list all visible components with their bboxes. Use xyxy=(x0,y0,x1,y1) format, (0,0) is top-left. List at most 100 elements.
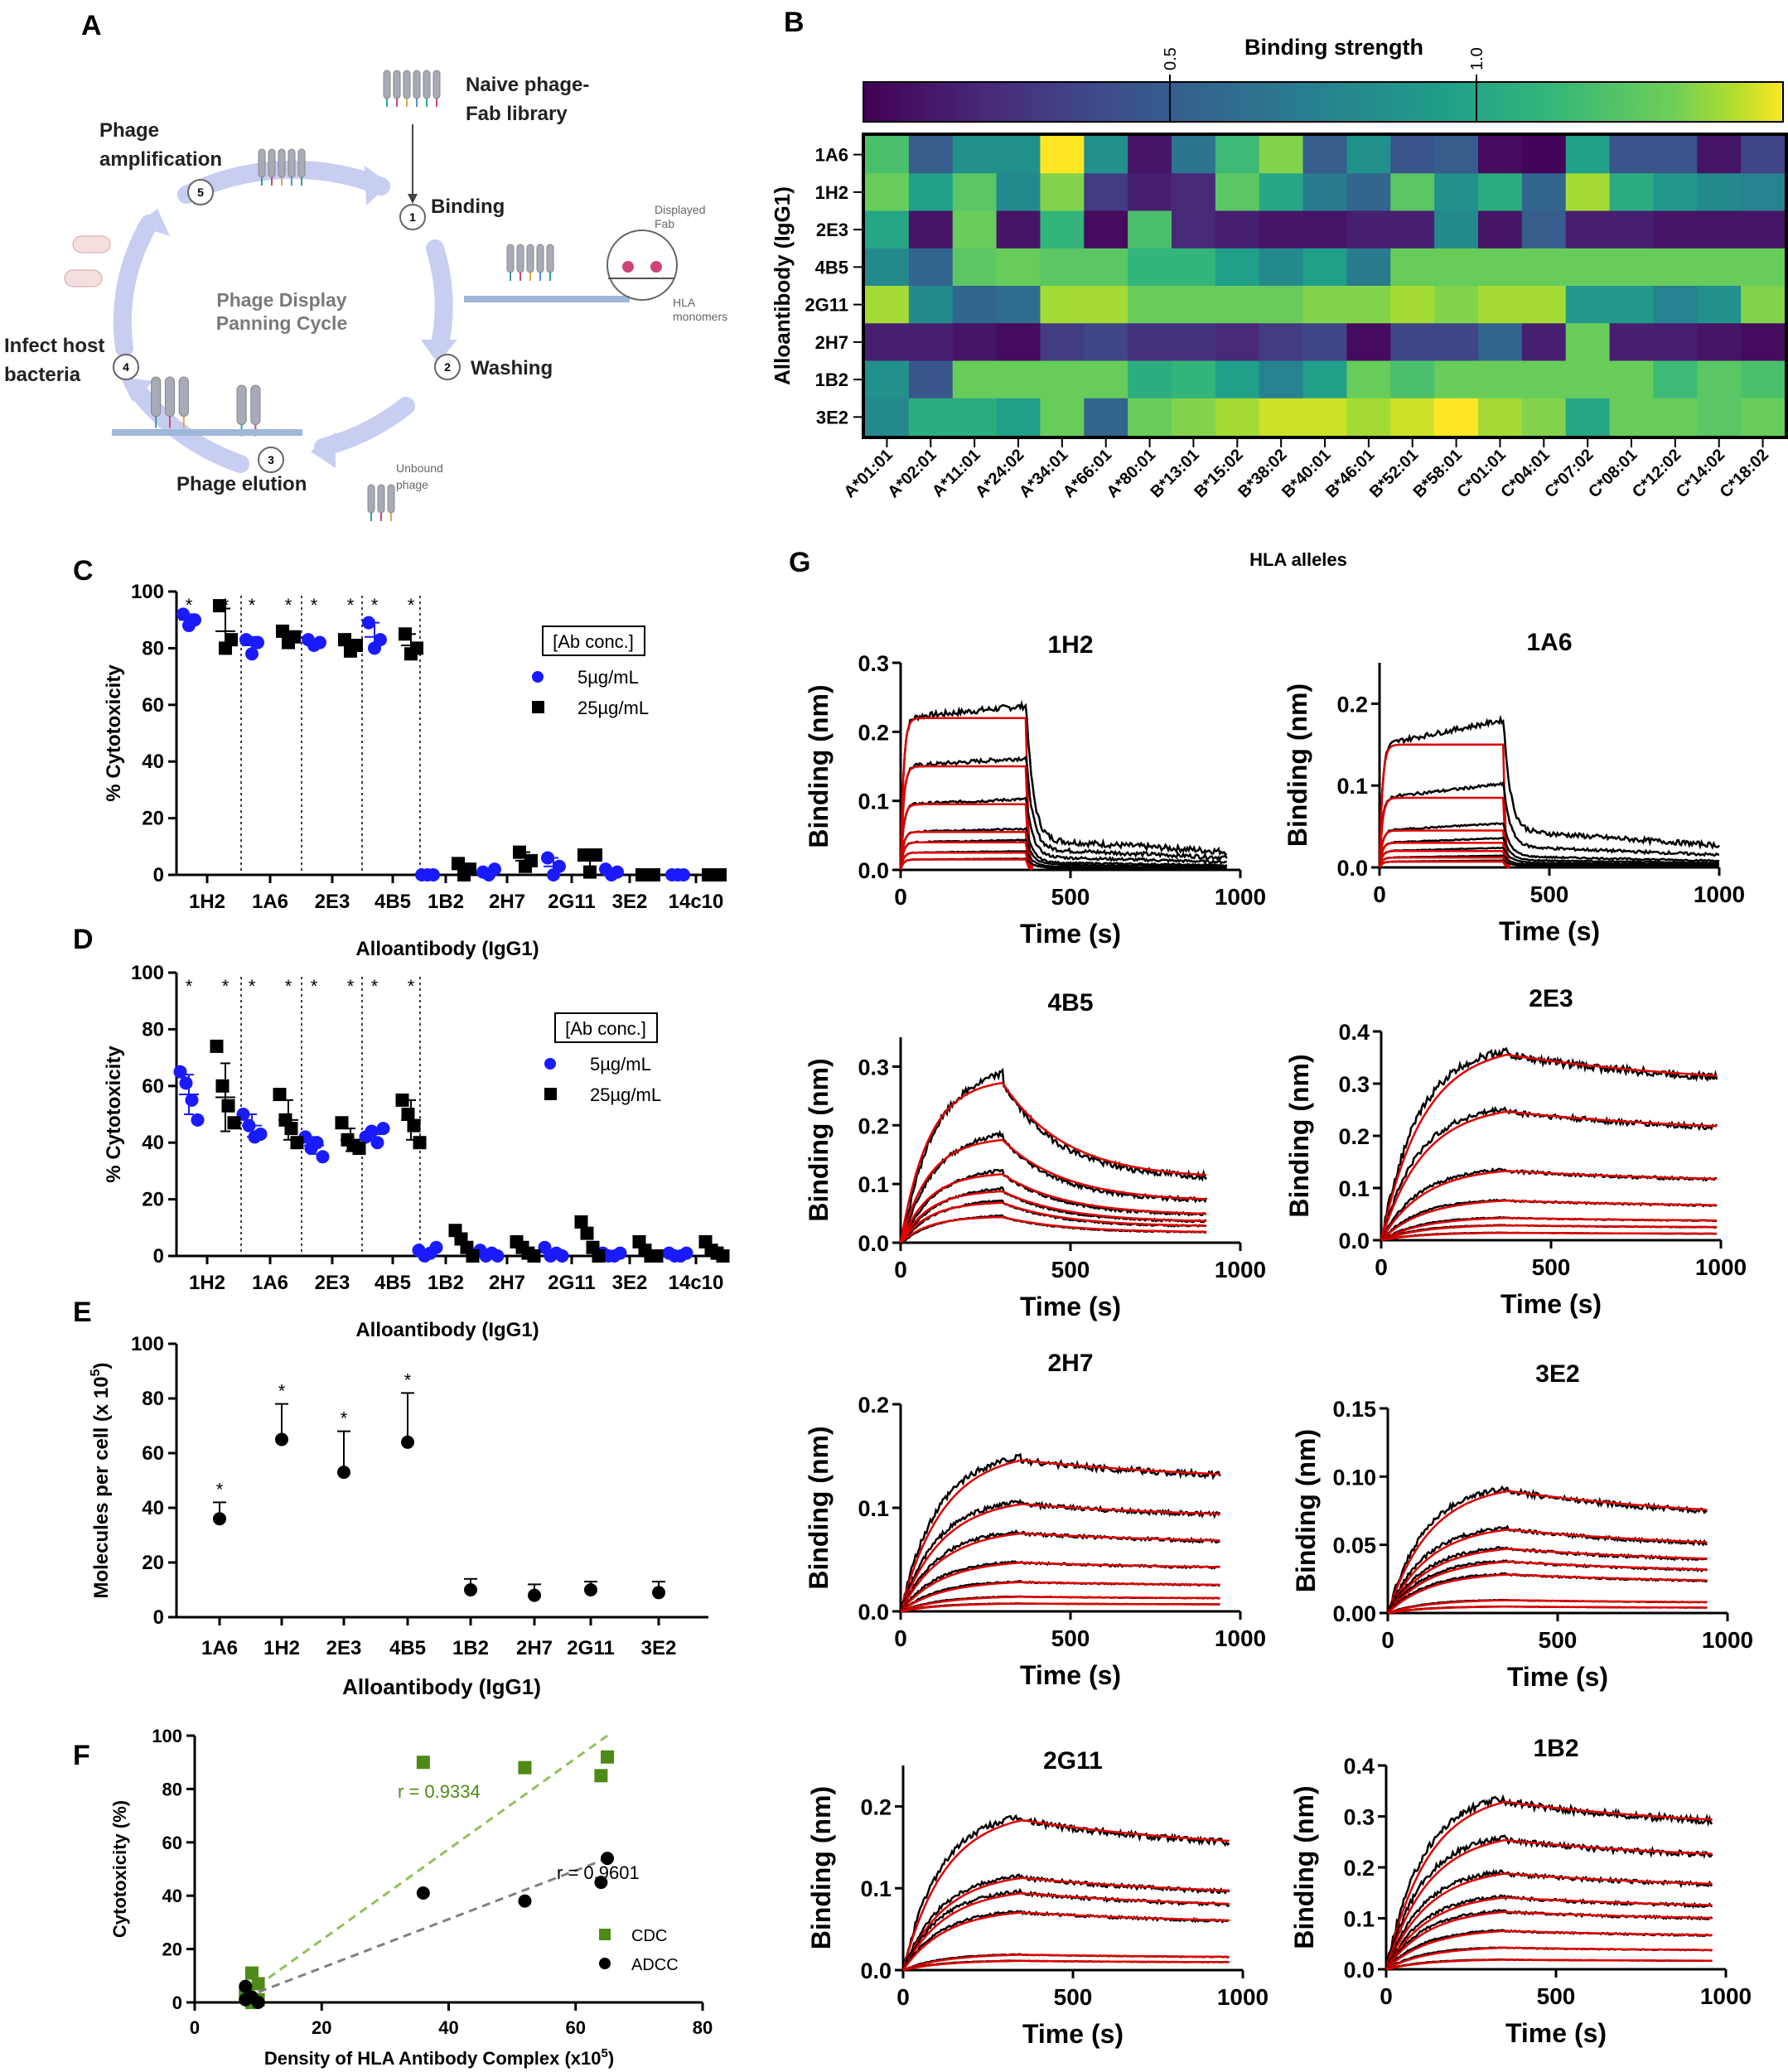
library-phage-phage xyxy=(413,70,421,99)
fit-curve xyxy=(900,1596,1220,1613)
fit-curve xyxy=(1384,1910,1713,1970)
fit-curve xyxy=(899,1081,1207,1244)
heatmap-cell xyxy=(1390,210,1435,249)
sensorgram-trace xyxy=(1378,836,1719,867)
panel-d-cytotoxicity: D 0 20 40 60 80 100 1H2 1A6 2E3 4B5 1B2 2H7 2G11 3E2 1… xyxy=(73,924,730,1341)
x-axis-label: Density of HLA Antibody Complex (x105) xyxy=(264,2046,614,2069)
subplot-title: 2G11 xyxy=(1043,1747,1103,1775)
data-point xyxy=(584,1583,597,1596)
fit-curve xyxy=(899,1201,1207,1244)
legend-label-cdc: CDC xyxy=(631,1927,667,1945)
x-tick-label: 0 xyxy=(1380,1983,1393,2009)
fit-curve xyxy=(1380,1170,1718,1241)
data-point-25ug xyxy=(227,1116,241,1130)
x-tick-label: 60 xyxy=(566,2017,586,2038)
step-label-elution: Phage elution xyxy=(176,473,307,495)
kinetics-subplot-3e2: 0.00 0.05 0.10 0.15 0 500 1000 3E2 Time (s) Bindi… xyxy=(1291,1360,1753,1692)
x-axis-label-text: Density of HLA Antibody Complex (x10 xyxy=(264,2048,602,2069)
fit-curve xyxy=(901,1911,1230,1971)
x-axis-label: Alloantibody (IgG1) xyxy=(355,1319,539,1341)
heatmap-cell xyxy=(1040,248,1085,287)
sensorgram-trace xyxy=(1378,822,1720,867)
bound-phage-phage xyxy=(526,244,534,273)
amplified-phage-phage xyxy=(268,148,276,178)
heatmap-cell xyxy=(1521,173,1567,212)
adcc-point xyxy=(239,1992,253,2007)
y-tick-label: 0.4 xyxy=(1343,1754,1375,1779)
heatmap-cell xyxy=(1259,286,1304,324)
heatmap-cell xyxy=(1741,323,1786,362)
x-tick-label: 500 xyxy=(1539,1627,1578,1653)
heatmap-cell xyxy=(952,173,998,212)
significance-star: * xyxy=(186,976,193,997)
fit-curve xyxy=(902,1954,1230,1972)
fit-curve xyxy=(901,1818,1230,1971)
sensorgram-trace xyxy=(899,826,1228,871)
heatmap-cell xyxy=(952,136,998,174)
x-tick-label: 4B5 xyxy=(375,891,411,913)
x-tick-label: 500 xyxy=(1051,1257,1090,1282)
y-axis-label: % Cytotoxicity xyxy=(103,1046,125,1183)
step-circle-1 xyxy=(399,204,426,230)
heatmap-cell xyxy=(1434,360,1479,399)
data-point-25ug xyxy=(225,633,238,647)
y-tick-label: 0.00 xyxy=(1332,1601,1376,1626)
fit-curve xyxy=(1386,1548,1708,1614)
panel-g-kinetics: G 0.0 0.1 0.2 0.3 0 500 1000 1H2 Time (s) Binding… xyxy=(789,547,1753,2049)
heatmap-cell xyxy=(1653,173,1698,212)
amplified-phage-phage xyxy=(258,148,266,178)
y-tick-label: 40 xyxy=(162,1886,182,1906)
significance-star: * xyxy=(216,1479,224,1500)
y-tick-label: 0.1 xyxy=(1338,1176,1370,1201)
sensorgram-trace xyxy=(1385,1833,1713,1969)
heatmap-cell xyxy=(1259,173,1304,212)
arrowhead-bottom xyxy=(311,432,336,468)
unbound-phage-phage xyxy=(367,484,375,514)
adcc-point xyxy=(518,1894,532,1908)
amplified-phage xyxy=(258,148,306,186)
heatmap-cell xyxy=(1040,210,1085,249)
heatmap-cell xyxy=(1215,210,1260,249)
sensorgram-trace xyxy=(899,1452,1221,1610)
sensorgram-trace xyxy=(1378,846,1720,868)
significance-star: * xyxy=(347,595,355,616)
y-tick-label: 0.2 xyxy=(858,720,889,745)
fit-curve xyxy=(1384,1872,1713,1970)
cycle-title-line1: Phage Display xyxy=(216,289,346,311)
heatmap-cell xyxy=(1302,286,1348,324)
fit-curve xyxy=(899,1503,1220,1612)
heatmap-cell xyxy=(1741,173,1786,212)
cycle-arrowheads xyxy=(120,166,457,468)
sensorgram-trace xyxy=(1378,780,1720,867)
x-tick-label: 0 xyxy=(1375,1254,1388,1280)
displayed-fab-label-2: Fab xyxy=(655,217,674,230)
fit-curve xyxy=(900,1581,1220,1612)
fit-curve xyxy=(1378,842,1510,868)
legend-title-box xyxy=(542,625,645,656)
cdc-point xyxy=(518,1760,532,1775)
heatmap-cell xyxy=(1609,398,1655,437)
heatmap-row-label: 2H7 xyxy=(815,332,848,353)
data-point-25ug xyxy=(395,1093,409,1107)
y-tick-label: 0.2 xyxy=(1336,692,1368,717)
subplot-title: 1B2 xyxy=(1533,1735,1578,1762)
x-tick-label: 0 xyxy=(1381,1627,1394,1653)
data-point-5ug xyxy=(679,1246,693,1260)
zoom-circle xyxy=(606,229,678,301)
sensorgram-trace xyxy=(899,838,1228,871)
hla-monomer-1 xyxy=(622,261,634,273)
heatmap-cell xyxy=(865,173,910,212)
heatmap-cell xyxy=(1741,360,1786,399)
heatmap-cell xyxy=(1565,398,1611,437)
fit-curve xyxy=(902,1959,1230,1972)
significance-star: * xyxy=(285,976,292,997)
y-tick-label: 0.1 xyxy=(860,1876,892,1901)
heatmap-cell xyxy=(1653,210,1698,249)
heatmap-cell xyxy=(865,323,910,362)
panel-letter-c: C xyxy=(73,555,94,587)
heatmap-cell xyxy=(1084,398,1128,437)
x-tick-label: 1000 xyxy=(1215,884,1266,910)
x-tick-label: 500 xyxy=(1054,1984,1093,2010)
significance-star: * xyxy=(249,595,256,616)
data-point-25ug xyxy=(650,1249,664,1263)
